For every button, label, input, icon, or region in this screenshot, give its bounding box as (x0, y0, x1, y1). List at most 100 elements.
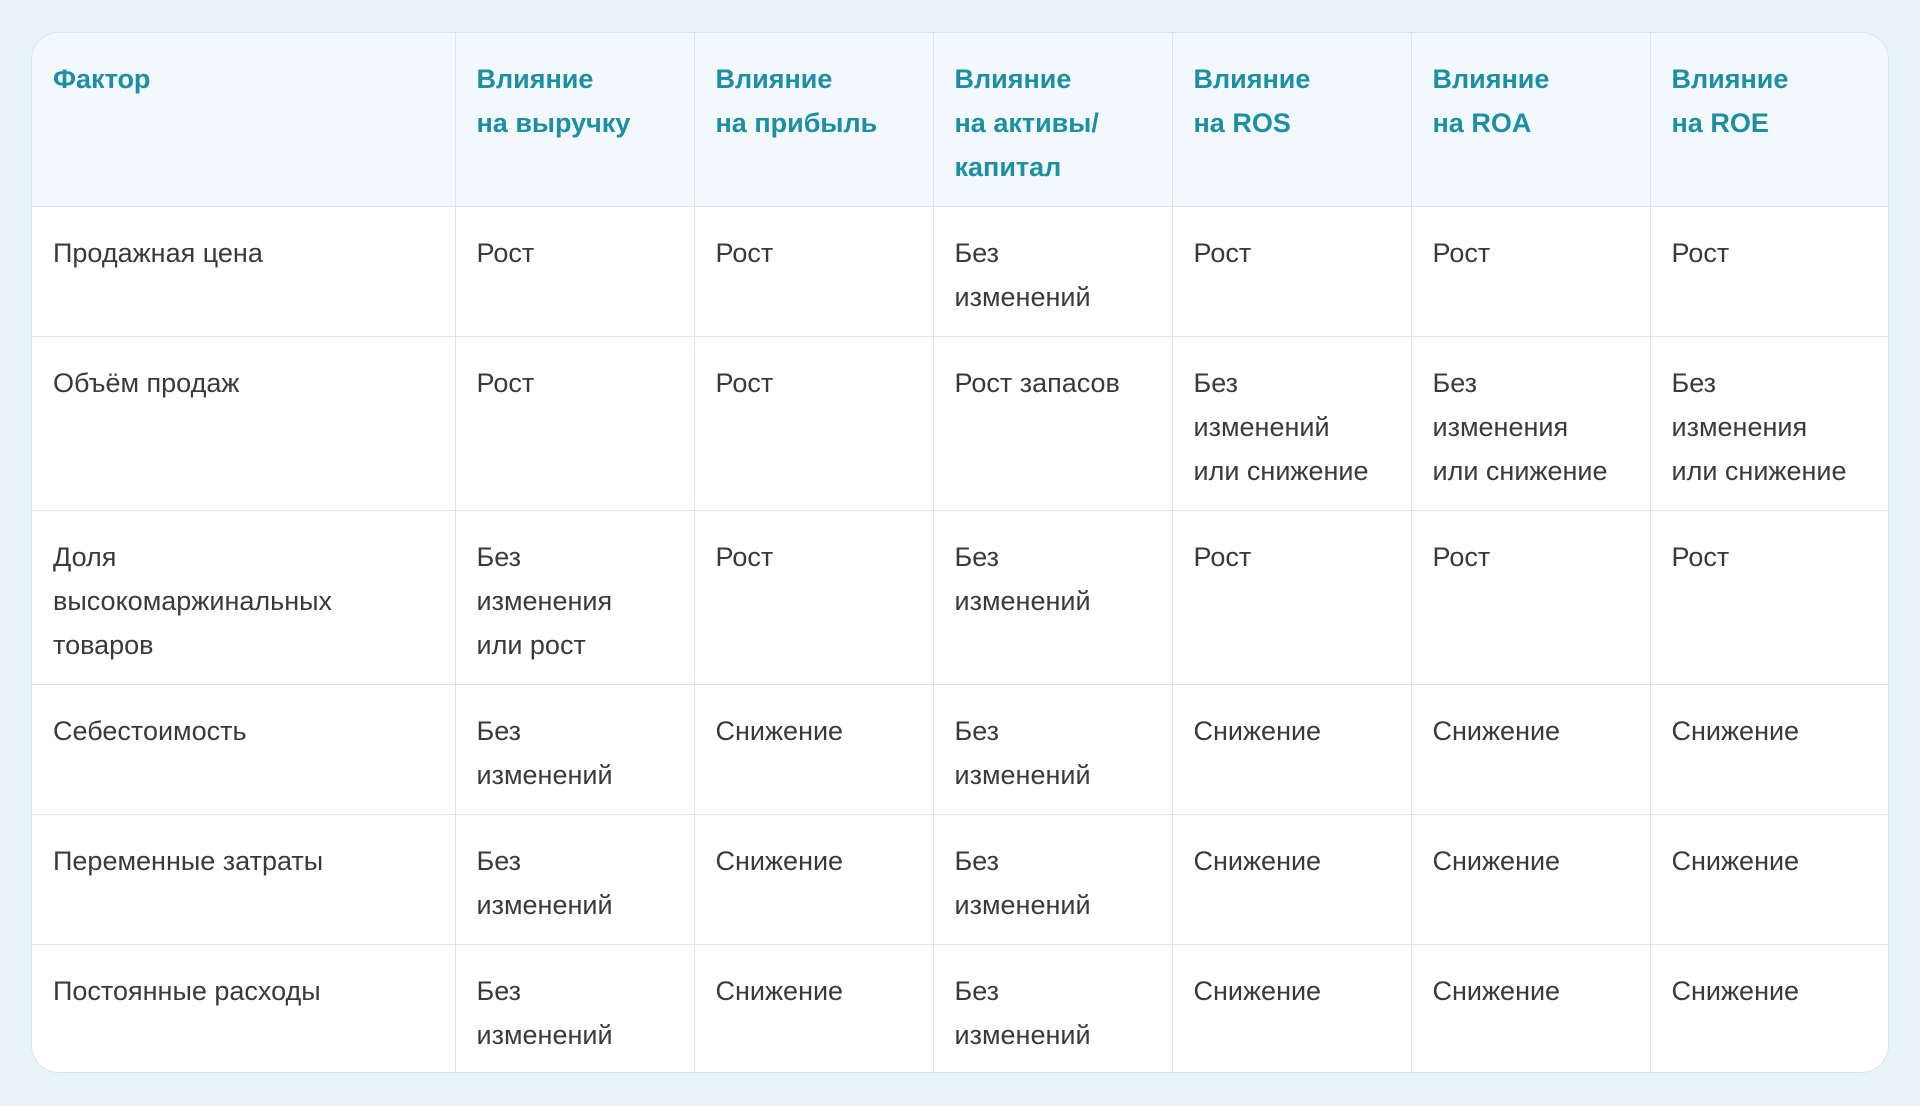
header-text: Влияние (476, 64, 594, 94)
table-cell: Снижение (1650, 684, 1888, 815)
cell-text: изменений (954, 585, 1091, 616)
table-cell: Без изменения или снижение (1650, 336, 1888, 511)
cell-text: Снижение (1432, 715, 1561, 746)
table-cell: Рост (694, 336, 934, 511)
cell-text: Снижение (1193, 715, 1322, 746)
cell-text: Снижение (715, 715, 844, 746)
table-cell: Без изменений (455, 814, 695, 945)
cell-text: Без (1193, 367, 1239, 398)
cell-text: изменений (954, 759, 1091, 790)
header-roa-impact: Влияние на ROA (1411, 33, 1651, 207)
cell-text: Рост (1193, 541, 1252, 572)
header-assets-impact: Влияние на активы/ капитал (933, 33, 1173, 207)
cell-text: Без (476, 541, 522, 572)
table-cell: Без изменений (933, 206, 1173, 337)
factor-impact-table-card: Фактор Влияние на выручку Влияние на при… (31, 32, 1889, 1073)
cell-text: Снижение (1432, 975, 1561, 1006)
cell-text: изменений (476, 1019, 613, 1050)
cell-text: Снижение (1432, 845, 1561, 876)
cell-text: Рост (476, 367, 535, 398)
cell-text: Доля (53, 541, 117, 572)
table-cell: Объём продаж (32, 336, 456, 511)
cell-text: Без (954, 237, 1000, 268)
table-cell: Без изменений (933, 814, 1173, 945)
cell-text: Снижение (1193, 975, 1322, 1006)
header-text: Влияние (954, 64, 1072, 94)
table-cell: Постоянные расходы (32, 944, 456, 1072)
cell-text: или снижение (1671, 455, 1847, 486)
header-text: Фактор (53, 64, 151, 94)
table-cell: Снижение (694, 814, 934, 945)
header-row: Фактор Влияние на выручку Влияние на при… (32, 33, 1888, 207)
header-text: на ROE (1671, 108, 1769, 138)
cell-text: Рост (715, 237, 774, 268)
cell-text: Постоянные расходы (53, 975, 321, 1006)
table-row: Переменные затраты Без изменений Снижение… (32, 814, 1888, 945)
cell-text: изменений (1193, 411, 1330, 442)
cell-text: Рост (715, 367, 774, 398)
table-cell: Снижение (1650, 814, 1888, 945)
table-cell: Доля высокомаржинальных товаров (32, 510, 456, 685)
cell-text: товаров (53, 629, 154, 660)
cell-text: Без (954, 975, 1000, 1006)
cell-text: Объём продаж (53, 367, 240, 398)
cell-text: Снижение (715, 975, 844, 1006)
cell-text: Себестоимость (53, 715, 247, 746)
cell-text: Без (476, 975, 522, 1006)
cell-text: Рост (1432, 541, 1491, 572)
cell-text: или снижение (1432, 455, 1608, 486)
header-revenue-impact: Влияние на выручку (455, 33, 695, 207)
header-roe-impact: Влияние на ROE (1650, 33, 1888, 207)
table-cell: Снижение (1172, 814, 1412, 945)
table-cell: Рост (455, 336, 695, 511)
table-cell: Без изменений (933, 510, 1173, 685)
header-ros-impact: Влияние на ROS (1172, 33, 1412, 207)
table-body: Продажная цена Рост Рост Без изменений Ро… (32, 206, 1888, 1072)
cell-text: Без (476, 715, 522, 746)
cell-text: Снижение (1671, 845, 1800, 876)
table-cell: Снижение (1411, 814, 1651, 945)
cell-text: Рост (1193, 237, 1252, 268)
table-cell: Снижение (1411, 944, 1651, 1072)
table-row: Доля высокомаржинальных товаров Без изменен… (32, 510, 1888, 685)
table-cell: Без изменений (933, 944, 1173, 1072)
header-factor: Фактор (32, 33, 456, 207)
table-cell: Рост (1172, 510, 1412, 685)
table-cell: Рост (1172, 206, 1412, 337)
table-cell: Себестоимость (32, 684, 456, 815)
header-text: на выручку (476, 108, 631, 138)
cell-text: изменений (476, 889, 613, 920)
cell-text: или снижение (1193, 455, 1369, 486)
header-text: Влияние (1193, 64, 1311, 94)
cell-text: изменений (954, 889, 1091, 920)
header-text: Влияние (1432, 64, 1550, 94)
table-cell: Снижение (694, 944, 934, 1072)
cell-text: Продажная цена (53, 237, 263, 268)
table-cell: Снижение (1172, 944, 1412, 1072)
header-profit-impact: Влияние на прибыль (694, 33, 934, 207)
table-cell: Снижение (1411, 684, 1651, 815)
table-cell: Без изменений (933, 684, 1173, 815)
cell-text: Рост (715, 541, 774, 572)
table-cell: Рост (1411, 206, 1651, 337)
table-cell: Переменные затраты (32, 814, 456, 945)
table-row: Себестоимость Без изменений Снижение Без и… (32, 684, 1888, 815)
header-text: на ROA (1432, 108, 1532, 138)
table-cell: Снижение (1650, 944, 1888, 1072)
cell-text: Снижение (1193, 845, 1322, 876)
header-text: на прибыль (715, 108, 878, 138)
table-cell: Без изменений (455, 684, 695, 815)
cell-text: Снижение (715, 845, 844, 876)
cell-text: Без (954, 541, 1000, 572)
table-cell: Рост (1650, 510, 1888, 685)
table-cell: Рост (1650, 206, 1888, 337)
cell-text: Без (954, 715, 1000, 746)
cell-text: Снижение (1671, 715, 1800, 746)
table-cell: Снижение (1172, 684, 1412, 815)
table-cell: Рост (694, 206, 934, 337)
cell-text: Рост (476, 237, 535, 268)
cell-text: Без (1432, 367, 1478, 398)
cell-text: Рост (1671, 541, 1730, 572)
table-cell: Рост (694, 510, 934, 685)
header-text: капитал (954, 152, 1062, 182)
